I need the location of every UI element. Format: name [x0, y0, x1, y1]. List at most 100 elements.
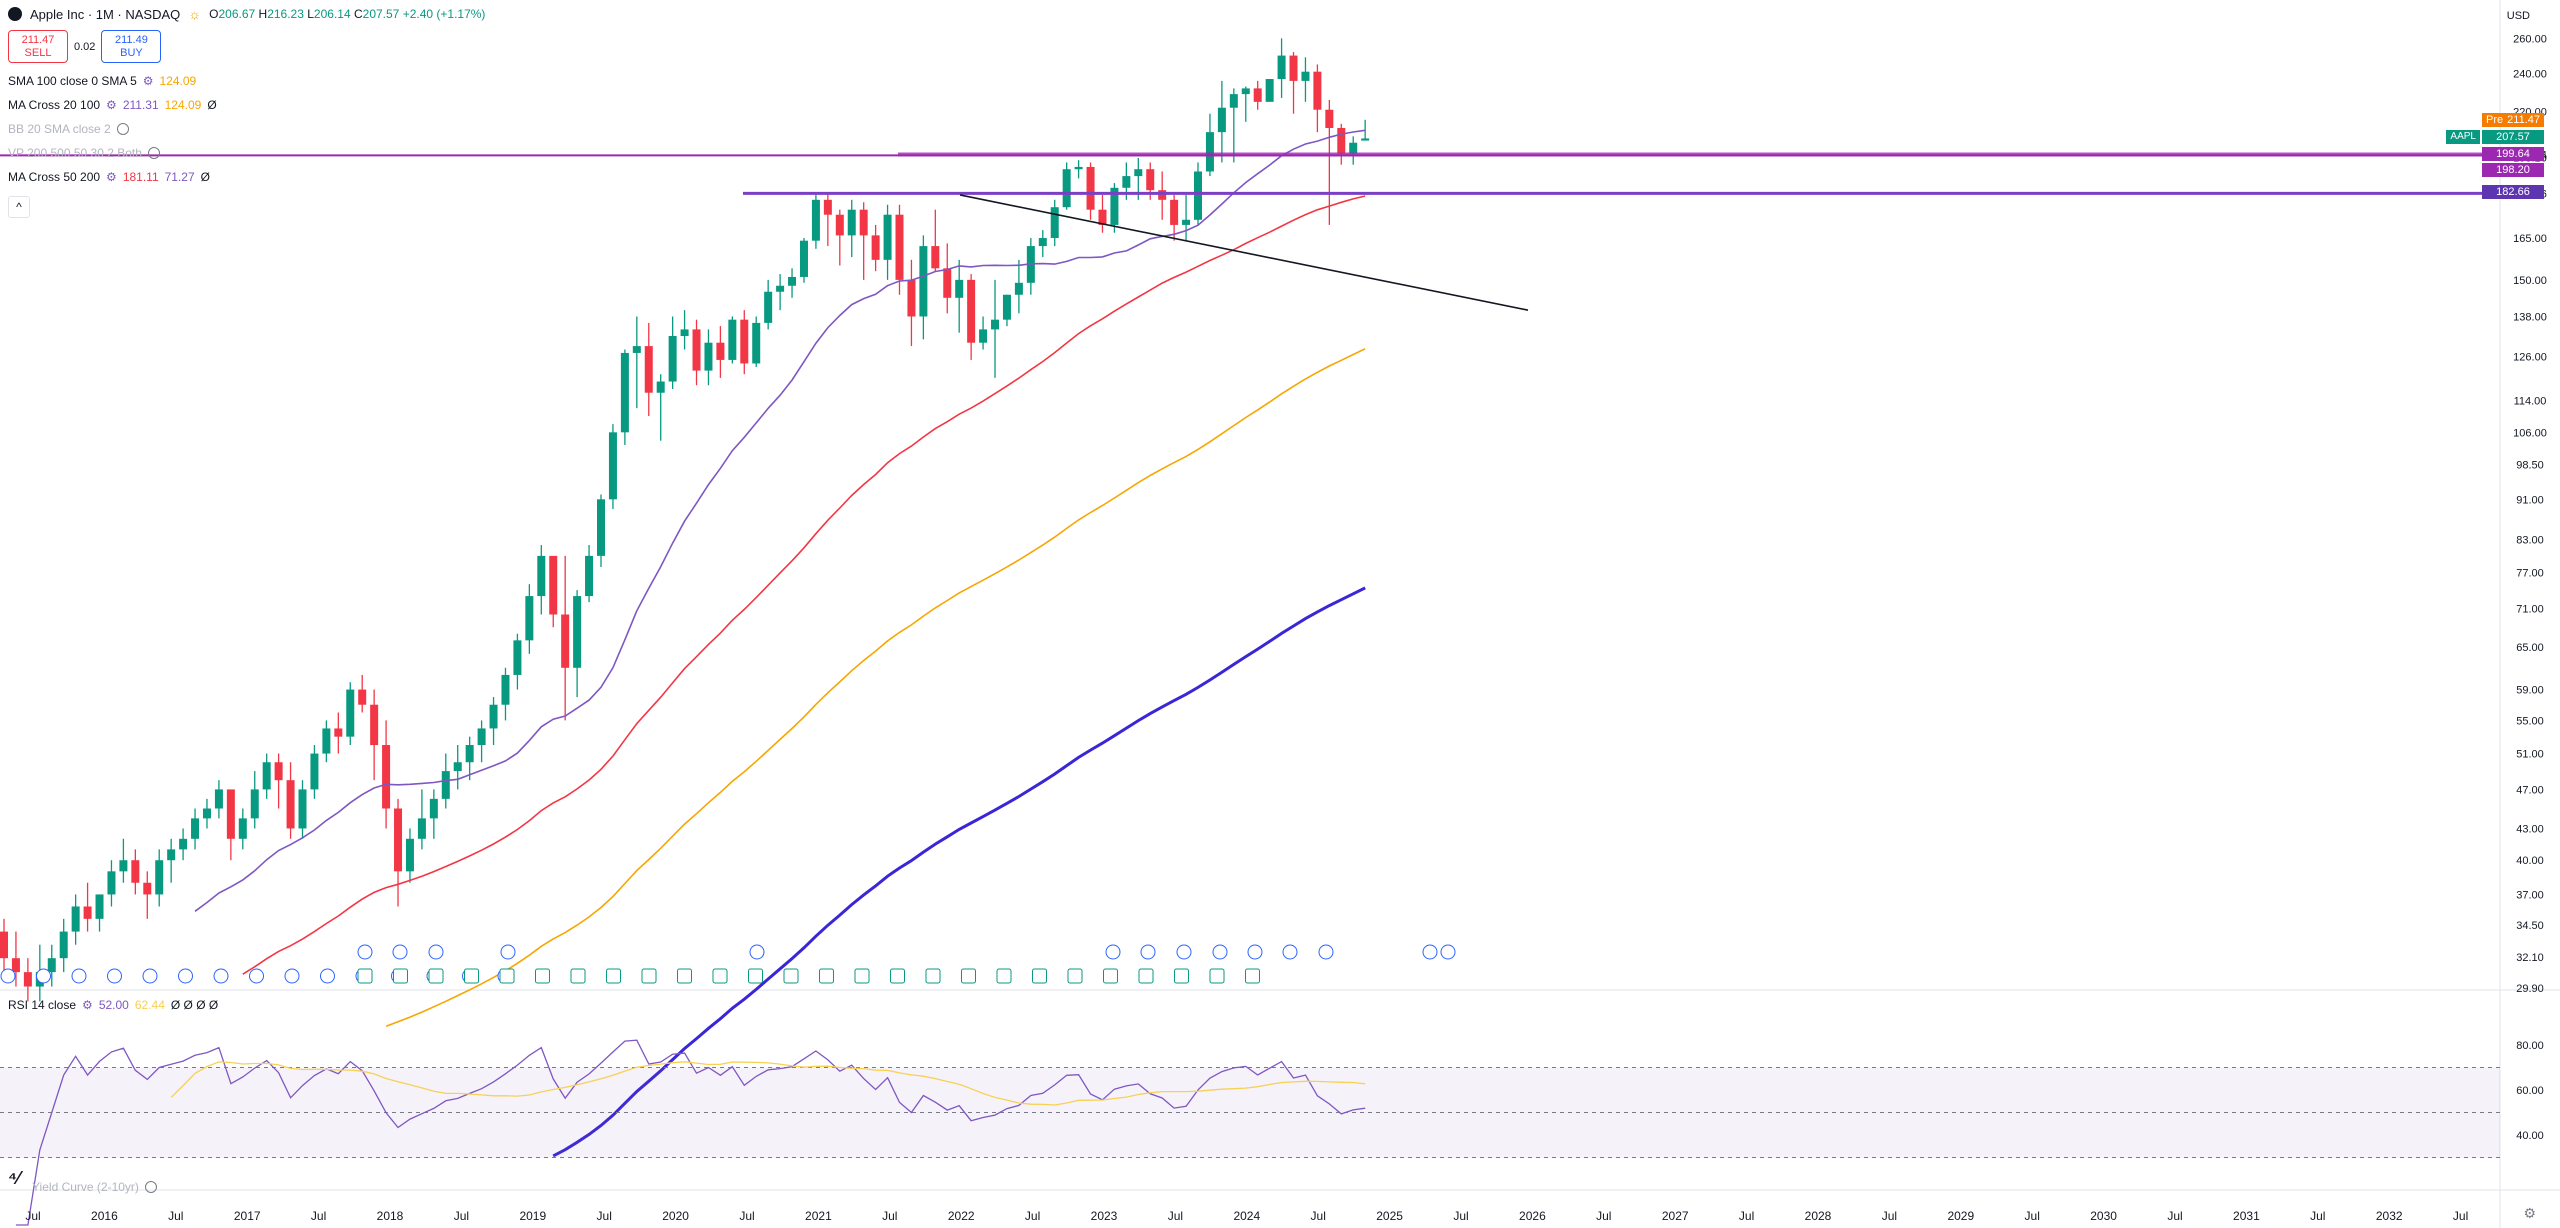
dividend-marker [1282, 944, 1298, 960]
earnings-marker [464, 968, 479, 984]
candle-body [310, 753, 319, 790]
candle-body [1265, 79, 1274, 102]
earnings-marker [1067, 968, 1083, 984]
earnings-marker [854, 968, 870, 984]
candle-body [1229, 94, 1238, 108]
candle-body [1002, 294, 1011, 320]
candle-body [417, 818, 426, 839]
rsi-tick-label: 40.00 [2516, 1130, 2544, 1142]
dividend-marker [1105, 944, 1121, 960]
dividend-marker [1440, 944, 1456, 960]
earnings-marker [641, 968, 657, 984]
dividend-marker [357, 944, 373, 960]
price-tick-label: 77.00 [2516, 568, 2544, 580]
candle-body [847, 209, 856, 236]
candle-body [597, 499, 605, 556]
dividend-marker [1176, 944, 1192, 960]
candle-body [1158, 190, 1167, 200]
settings-gear-icon[interactable]: ⚙ [106, 98, 117, 112]
candle-body [537, 555, 546, 597]
level-tag-3: 182.66 [2482, 185, 2544, 199]
candle-body [155, 860, 164, 895]
buy-button[interactable]: 211.49 BUY [101, 30, 162, 63]
time-tick-label: Jul [1025, 1209, 1040, 1223]
candle-body [513, 640, 522, 675]
candle-body [1361, 138, 1370, 141]
earnings-marker [819, 968, 834, 984]
time-tick-label: 2027 [1662, 1209, 1689, 1223]
candle-body [394, 808, 403, 872]
tradingview-logo-icon: ⁴⁄ [8, 1168, 20, 1188]
sell-button[interactable]: 211.47 SELL [8, 30, 68, 63]
candle-body [143, 882, 152, 895]
candle-body [191, 818, 200, 839]
hidden-eye-icon[interactable] [147, 147, 160, 159]
candle-body [47, 958, 56, 973]
premarket-price-tag: Pre 211.47 [2482, 113, 2544, 127]
time-tick-label: Jul [2025, 1209, 2040, 1223]
trade-buttons: 211.47 SELL 0.02 211.49 BUY [8, 30, 162, 63]
time-tick-label: 2028 [1805, 1209, 1832, 1223]
time-tick-label: 2022 [948, 1209, 975, 1223]
currency-label[interactable]: USD [2506, 10, 2530, 22]
dividend-marker [1212, 944, 1228, 960]
rsi-tick-label: 80.00 [2516, 1040, 2544, 1052]
candle-body [83, 906, 92, 919]
candle-body [0, 931, 8, 959]
candle-body [1086, 166, 1095, 210]
hidden-eye-icon[interactable] [116, 123, 129, 135]
candle-body [1253, 88, 1262, 102]
price-tick-label: 29.90 [2516, 983, 2544, 995]
candle-body [1182, 219, 1191, 225]
rsi-legend[interactable]: RSI 14 close ⚙ 52.00 62.44 Ø Ø Ø Ø [8, 998, 219, 1012]
candle-body [608, 432, 617, 500]
dividend-marker [36, 968, 51, 984]
indicator-vp-200[interactable]: VP 200 500 50 30 2 Both [8, 146, 160, 160]
ma-200-line [552, 586, 1366, 1158]
dividend-marker [320, 968, 335, 984]
earnings-marker [1103, 968, 1118, 984]
candle-body [979, 329, 988, 343]
collapse-legend-button[interactable]: ^ [8, 196, 30, 218]
settings-gear-icon[interactable]: ⚙ [82, 998, 93, 1012]
hidden-eye-icon[interactable] [144, 1181, 157, 1193]
candle-body [23, 972, 32, 987]
candle-body [728, 319, 737, 360]
price-tick-label: 51.00 [2516, 749, 2544, 761]
earnings-marker [1209, 968, 1225, 984]
candle-body [668, 336, 677, 382]
indicator-ma-cross-50-200[interactable]: MA Cross 50 200 ⚙ 181.11 71.27 Ø [8, 170, 210, 184]
price-tick-label: 91.00 [2516, 494, 2544, 506]
candle-body [453, 762, 462, 772]
time-tick-label: Jul [2167, 1209, 2182, 1223]
dividend-marker [249, 968, 264, 984]
time-tick-label: 2017 [234, 1209, 261, 1223]
symbol-title[interactable]: Apple Inc · 1M · NASDAQ [30, 6, 181, 22]
earnings-marker [393, 968, 408, 984]
time-tick-label: Jul [454, 1209, 469, 1223]
candle-body [501, 674, 510, 705]
candle-body [429, 798, 438, 819]
candle-body [1098, 209, 1107, 225]
indicator-bb-20[interactable]: BB 20 SMA close 2 [8, 122, 129, 136]
yield-curve-legend[interactable]: Yield Curve (2-10yr) [8, 1180, 157, 1194]
candle-body [585, 555, 594, 597]
price-tick-label: 126.00 [2513, 351, 2547, 363]
indicator-ma-cross-20-100[interactable]: MA Cross 20 100 ⚙ 211.31 124.09 Ø [8, 98, 217, 112]
candle-body [179, 838, 188, 850]
earnings-marker [996, 968, 1012, 984]
settings-gear-icon[interactable]: ⚙ [142, 74, 154, 88]
market-hours-sun-icon: ☼ [188, 6, 202, 22]
settings-gear-icon[interactable]: ⚙ [106, 170, 117, 184]
candle-body [226, 789, 235, 839]
candle-body [1074, 166, 1083, 170]
dividend-marker [428, 944, 444, 960]
candle-body [1134, 169, 1143, 177]
indicator-sma-100[interactable]: SMA 100 close 0 SMA 5 ⚙ 124.09 [8, 74, 197, 88]
dividend-marker [107, 968, 122, 984]
chart-settings-gear-icon[interactable]: ⚙ [2523, 1205, 2536, 1221]
symbol-header: Apple Inc · 1M · NASDAQ ☼ O206.67 H216.2… [8, 6, 485, 22]
time-tick-label: 2025 [1376, 1209, 1403, 1223]
candle-body [1325, 109, 1334, 128]
